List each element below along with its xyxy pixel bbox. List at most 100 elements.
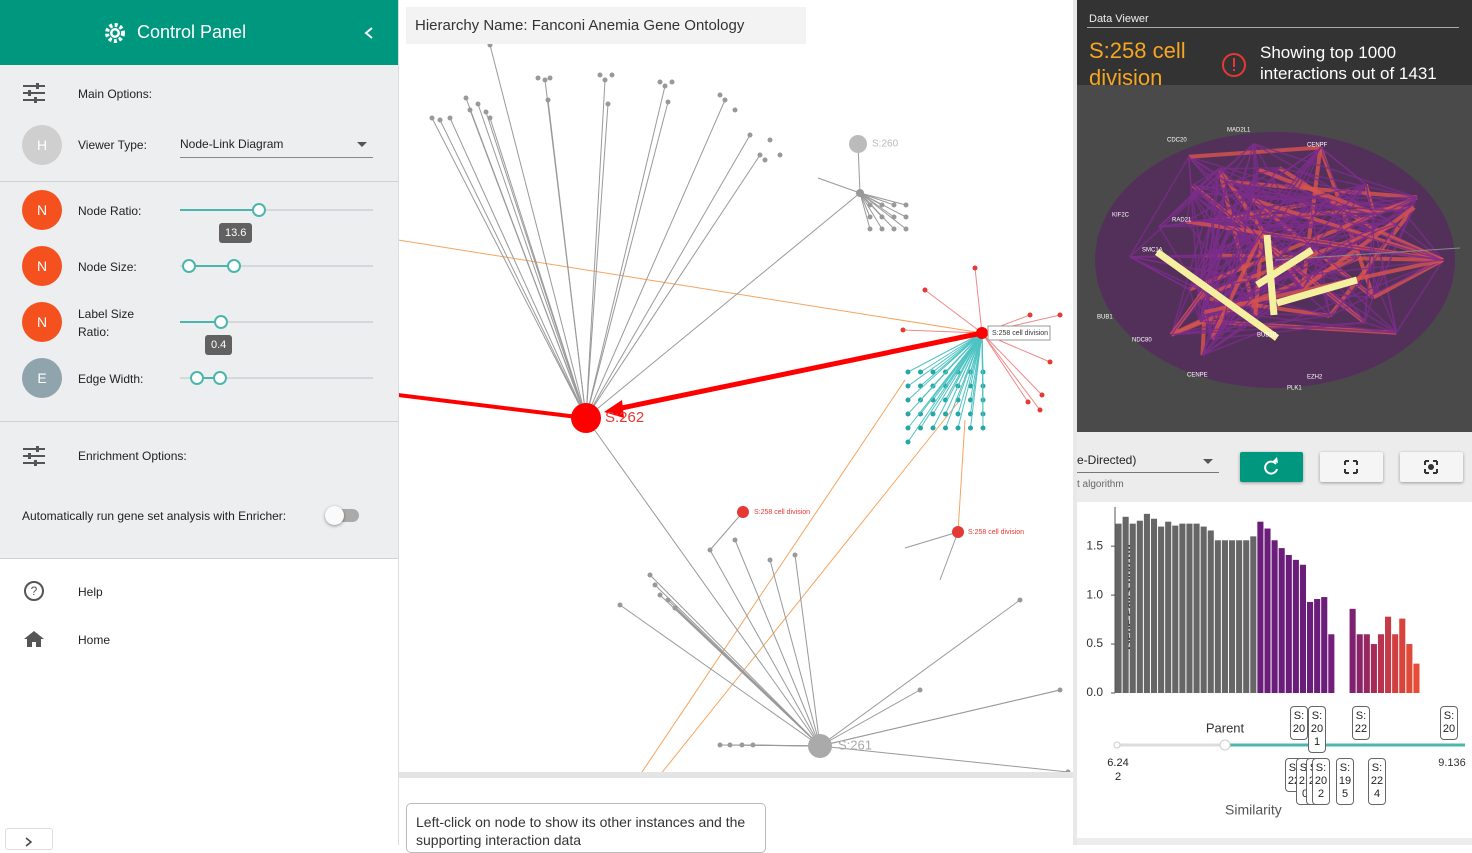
node (778, 153, 783, 158)
hierarchy-name: Hierarchy Name: Fanconi Anemia Gene Onto… (406, 7, 806, 44)
node (666, 100, 671, 105)
node (658, 80, 663, 85)
node (906, 426, 911, 431)
node-chip: S:22 (1352, 706, 1370, 740)
gene-label: BUB1B (1257, 333, 1277, 339)
node (663, 84, 668, 89)
bar (1243, 540, 1249, 693)
node (740, 743, 745, 748)
slider-knob (1114, 742, 1120, 748)
node-chip: S:20 (1440, 706, 1458, 740)
toggle[interactable] (327, 509, 359, 522)
slider-knob[interactable] (252, 203, 266, 217)
bar (1144, 514, 1150, 693)
node (901, 328, 906, 333)
edge (586, 155, 760, 418)
edge (905, 532, 958, 548)
bar (1179, 524, 1185, 693)
slider-knob[interactable] (1220, 740, 1230, 750)
edge (586, 100, 725, 418)
node (728, 743, 733, 748)
tune-icon (23, 446, 45, 466)
home-icon[interactable] (23, 630, 45, 648)
tune-icon (23, 83, 45, 103)
help-link[interactable]: Help (78, 585, 103, 599)
edge (982, 333, 1040, 410)
bar (1350, 609, 1356, 693)
scrollbar (399, 772, 1073, 778)
fit-button[interactable] (1320, 452, 1383, 482)
y-tick-label: 1.0 (1086, 587, 1103, 601)
node (1028, 313, 1033, 318)
home-link[interactable]: Home (78, 633, 110, 647)
bar (1208, 530, 1214, 693)
node-label: S:258 cell division (968, 529, 1024, 536)
node (868, 215, 873, 220)
auto-run-label: Automatically run gene set analysis with… (22, 509, 286, 523)
bar (1257, 522, 1263, 693)
bar (1314, 599, 1320, 693)
layout-select[interactable]: e-Directed) (1077, 450, 1219, 473)
node (1018, 598, 1023, 603)
interaction-network: MAD2L1CDC20BUB1BCENPFKIF2CRAD21NDC80BUB1… (1077, 85, 1472, 432)
node (923, 288, 928, 293)
edge (958, 420, 965, 532)
node (808, 734, 832, 758)
avatar: N (22, 302, 62, 342)
node (648, 573, 653, 578)
help-icon[interactable]: ? (23, 580, 45, 602)
edge (612, 333, 982, 410)
node (981, 426, 986, 431)
node (904, 215, 909, 220)
warning-icon (1221, 52, 1247, 78)
node (892, 203, 897, 208)
node (448, 116, 453, 121)
screenshot-button[interactable] (1400, 452, 1463, 482)
slider-knob[interactable] (214, 315, 228, 329)
slider-fill (180, 209, 258, 211)
slider-knob[interactable] (227, 259, 241, 273)
bar (1151, 519, 1157, 693)
node (906, 370, 911, 375)
node-label: S:262 (605, 409, 644, 426)
node (546, 98, 551, 103)
avatar: N (22, 190, 62, 230)
node (548, 76, 553, 81)
dropdown-arrow (1202, 458, 1214, 466)
edge (770, 560, 820, 746)
svg-text:?: ? (31, 584, 38, 598)
node (892, 227, 897, 232)
edge (440, 120, 586, 418)
node-chip: S:202 (1312, 758, 1330, 805)
interaction (1219, 168, 1279, 169)
node (906, 412, 911, 417)
bar (1158, 527, 1164, 693)
edge (586, 80, 605, 418)
node (952, 526, 964, 538)
edge (586, 418, 820, 746)
bar (1222, 540, 1228, 693)
node (658, 593, 663, 598)
edge (982, 333, 1042, 395)
node (968, 426, 973, 431)
edge (710, 512, 743, 550)
viewer-type-select[interactable]: Node-Link Diagram (180, 129, 373, 158)
bar (1413, 664, 1419, 693)
node (880, 227, 885, 232)
avatar: N (22, 246, 62, 286)
edge (399, 395, 586, 418)
slider-max: 9.136 (1438, 757, 1466, 769)
node (751, 743, 756, 748)
edge (640, 380, 905, 775)
node (718, 743, 723, 748)
node (1048, 360, 1053, 365)
edge (450, 118, 586, 418)
bar (1328, 634, 1334, 693)
expand-button[interactable] (5, 828, 53, 850)
slider-min: 6.242 (1106, 756, 1130, 784)
slider-knob[interactable] (213, 371, 227, 385)
collapse-button[interactable] (362, 26, 376, 40)
refresh-button[interactable] (1240, 452, 1303, 482)
enrichment-label: Enrichment Options: (78, 449, 187, 463)
slider-label: Node Ratio: (78, 202, 148, 220)
